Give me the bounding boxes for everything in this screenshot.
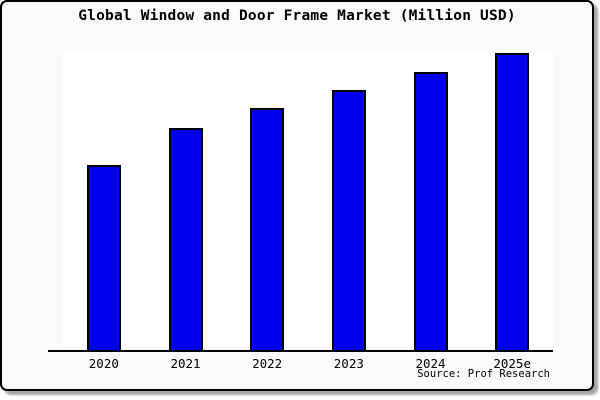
x-tick-2021: 2021 <box>170 356 201 371</box>
bar-2020 <box>86 164 121 351</box>
chart-title: Global Window and Door Frame Market (Mil… <box>78 8 516 24</box>
x-tick-2020: 2020 <box>88 356 119 371</box>
x-tick-2022: 2022 <box>252 356 283 371</box>
plot-area <box>63 53 553 351</box>
x-tick-2024: 2024 <box>415 356 446 371</box>
x-tick-2025e: 2025e <box>493 356 531 371</box>
x-axis-line <box>48 350 553 352</box>
bar-2021 <box>168 127 203 351</box>
bar-2025e <box>495 53 530 351</box>
bar-2023 <box>331 89 366 351</box>
x-tick-2023: 2023 <box>333 356 364 371</box>
chart-card: Global Window and Door Frame Market (Mil… <box>0 0 594 391</box>
bar-2024 <box>413 72 448 351</box>
bar-2022 <box>250 107 285 351</box>
source-credit: Source: Prof Research <box>417 368 550 380</box>
